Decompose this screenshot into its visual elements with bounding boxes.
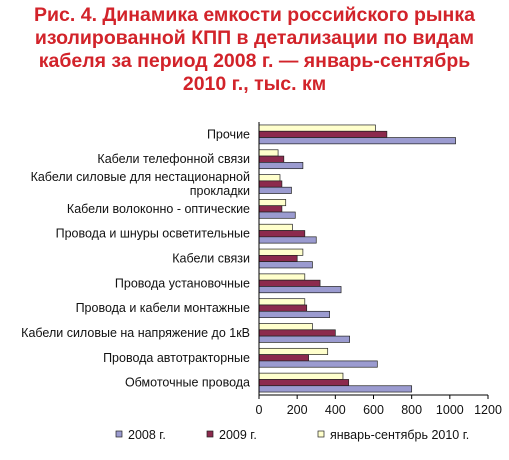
bar-3-cat-10: [258, 347, 329, 355]
category-label-11: Обмоточные провода: [125, 376, 250, 390]
legend-label-1: 2008 г.: [128, 428, 166, 442]
category-label-6: Кабели связи: [172, 252, 250, 266]
category-label-1: Прочие: [207, 127, 250, 141]
x-tick-label-3: 400: [325, 403, 346, 417]
bar-2-cat-4: [258, 205, 283, 213]
bar-2-cat-11: [258, 379, 350, 387]
bar-2-cat-3: [258, 180, 283, 188]
chart-title-line-4: 2010 г., тыс. км: [182, 73, 327, 95]
category-label-2: Кабели телефонной связи: [97, 152, 250, 166]
bar-2-cat-2: [258, 155, 285, 163]
category-label-8-line-1: Провода и кабели монтажные: [76, 301, 250, 315]
bar-2-cat-10: [258, 354, 309, 362]
legend-label-3: январь-сентябрь 2010 г.: [330, 428, 469, 442]
legend-swatch-2: [206, 430, 214, 438]
bar-1-cat-11: [258, 385, 413, 393]
category-label-10: Провода автотракторные: [103, 351, 250, 365]
bar-2-cat-7: [258, 279, 321, 287]
category-label-8: Провода и кабели монтажные: [76, 301, 250, 315]
category-label-4: Кабели волоконно - оптические: [67, 202, 250, 216]
x-tick-label-4: 600: [363, 403, 384, 417]
bar-2-cat-1: [258, 130, 388, 138]
x-tick-label-5: 800: [401, 403, 422, 417]
legend-swatch-1: [115, 430, 123, 438]
category-label-9-line-1: Кабели силовые на напряжение до 1кВ: [21, 326, 250, 340]
bar-1-cat-2: [258, 162, 304, 170]
category-label-6-line-1: Кабели связи: [172, 252, 250, 266]
bar-1-cat-4: [258, 211, 296, 219]
bar-1-cat-9: [258, 335, 351, 343]
category-label-3-line-2: прокладки: [190, 184, 250, 198]
bar-3-cat-9: [258, 323, 313, 331]
chart-title-line-2: изолированной КПП в детализации по видам: [34, 27, 475, 49]
bar-3-cat-8: [258, 298, 306, 306]
bar-3-cat-5: [258, 223, 293, 231]
bar-2-cat-5: [258, 230, 306, 238]
category-label-7-line-1: Провода установочные: [115, 276, 250, 290]
category-label-5-line-1: Провода и шнуры осветительные: [56, 227, 250, 241]
x-tick-label-7: 1200: [474, 403, 502, 417]
chart-title: Рис. 4. Динамика емкости российского рын…: [0, 4, 509, 96]
category-label-11-line-1: Обмоточные провода: [125, 376, 250, 390]
category-label-4-line-1: Кабели волоконно - оптические: [67, 202, 250, 216]
bar-1-cat-6: [258, 261, 313, 269]
chart-title-line-1: Рис. 4. Динамика емкости российского рын…: [34, 4, 475, 26]
bar-1-cat-10: [258, 360, 378, 368]
bar-3-cat-2: [258, 149, 279, 157]
bar-2-cat-6: [258, 255, 298, 263]
category-label-2-line-1: Кабели телефонной связи: [97, 152, 250, 166]
bar-3-cat-6: [258, 248, 304, 256]
x-tick-label-1: 0: [256, 403, 263, 417]
bar-1-cat-8: [258, 310, 330, 318]
bar-1-cat-5: [258, 236, 317, 244]
bar-1-cat-7: [258, 286, 342, 294]
bar-2-cat-9: [258, 329, 336, 337]
bar-3-cat-3: [258, 174, 281, 182]
bar-2-cat-8: [258, 304, 308, 312]
category-label-5: Провода и шнуры осветительные: [56, 227, 250, 241]
x-tick-label-6: 1000: [436, 403, 464, 417]
category-label-7: Провода установочные: [115, 276, 250, 290]
category-label-9: Кабели силовые на напряжение до 1кВ: [21, 326, 250, 340]
chart-title-line-3: кабеля за период 2008 г. — январь-сентяб…: [38, 50, 471, 72]
bar-3-cat-11: [258, 372, 344, 380]
bar-3-cat-7: [258, 273, 306, 281]
category-label-10-line-1: Провода автотракторные: [103, 351, 250, 365]
category-label-3: Кабели силовые для нестационарной проклад…: [31, 170, 250, 198]
category-label-1-line-1: Прочие: [207, 127, 250, 141]
legend-label-2: 2009 г.: [219, 428, 257, 442]
x-tick-label-2: 200: [287, 403, 308, 417]
bar-1-cat-1: [258, 137, 456, 145]
category-label-3-line-1: Кабели силовые для нестационарной: [31, 170, 250, 184]
bar-1-cat-3: [258, 186, 292, 194]
bar-3-cat-1: [258, 124, 376, 132]
legend-swatch-3: [317, 430, 325, 438]
bar-3-cat-4: [258, 199, 287, 207]
